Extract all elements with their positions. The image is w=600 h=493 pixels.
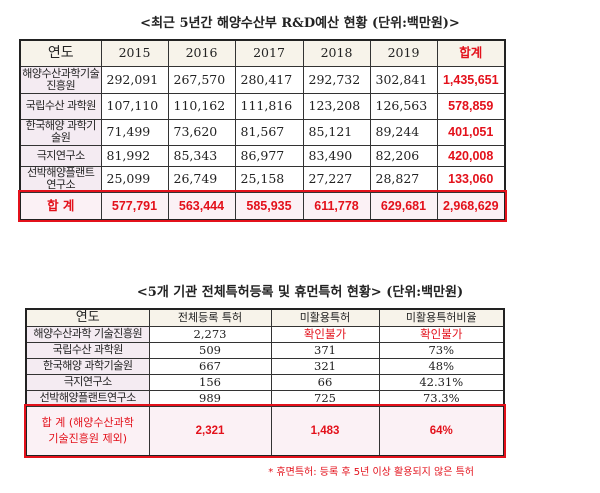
value-cell: 509	[148, 341, 272, 359]
table-row: 한국해양 과학기술원 667 321 48%	[25, 357, 505, 375]
value-cell: 292,732	[302, 65, 371, 94]
value-cell: 25,158	[234, 165, 304, 193]
value-cell: 48%	[378, 357, 505, 375]
table-row: 선박해양플랜트 연구소 25,099 26,749 25,158 27,227 28,82…	[19, 165, 506, 193]
header-cell: 미활용특허비율	[378, 308, 505, 327]
total-cell: 563,444	[167, 191, 236, 221]
total-cell: 585,935	[234, 191, 304, 221]
total-cell: 611,778	[302, 191, 371, 221]
total-cell: 629,681	[369, 191, 438, 221]
table-row: 해양수산과학기술 진흥원 292,091 267,570 280,417 292,732…	[19, 65, 506, 94]
total-cell: 1,483	[270, 405, 380, 457]
total-label: 합 계 (해양수산과학 기술진흥원 제외)	[25, 405, 150, 457]
header-cell: 연도	[25, 308, 150, 327]
total-label: 합 계	[19, 191, 102, 221]
value-cell: 89,244	[369, 118, 438, 146]
footnote: * 휴면특허: 등록 후 5년 이상 활용되지 않은 특허	[268, 467, 474, 478]
header-cell: 2017	[234, 39, 304, 67]
header-cell: 2016	[167, 39, 236, 67]
total-cell: 2,321	[148, 405, 272, 457]
value-cell: 81,992	[100, 144, 169, 167]
row-total-cell: 133,060	[436, 165, 506, 193]
row-total-cell: 420,008	[436, 144, 506, 167]
value-cell: 83,490	[302, 144, 371, 167]
header-cell: 2018	[302, 39, 371, 67]
value-cell: 2,273	[148, 325, 272, 343]
org-name-cell: 국립수산 과학원	[19, 92, 102, 120]
org-name-cell: 극지연구소	[19, 144, 102, 167]
value-cell: 25,099	[100, 165, 169, 193]
header-cell: 2015	[100, 39, 169, 67]
value-cell: 371	[270, 341, 380, 359]
value-cell: 123,208	[302, 92, 371, 120]
value-cell: 280,417	[234, 65, 304, 94]
value-cell: 81,567	[234, 118, 304, 146]
value-cell: 110,162	[167, 92, 236, 120]
header-row: 연도 2015 2016 2017 2018 2019 합계	[19, 39, 506, 67]
table2-title: <5개 기관 전체특허등록 및 휴먼특허 현황> (단위:백만원)	[136, 285, 464, 300]
patent-table: 연도 전체등록 특허 미활용특허 미활용특허비율 해양수산과학 기술진흥원 2,2…	[24, 308, 506, 458]
org-name-cell: 해양수산과학 기술진흥원	[25, 325, 150, 343]
table-row: 국립수산 과학원 107,110 110,162 111,816 123,208 126,…	[19, 92, 506, 120]
rd-budget-table: 연도 2015 2016 2017 2018 2019 합계 해양수산과학기술 …	[18, 39, 507, 222]
value-cell: 27,227	[302, 165, 371, 193]
header-cell: 전체등록 특허	[148, 308, 272, 327]
header-cell: 합계	[436, 39, 506, 67]
row-total-cell: 1,435,651	[436, 65, 506, 94]
value-cell: 667	[148, 357, 272, 375]
table-row: 국립수산 과학원 509 371 73%	[25, 341, 505, 359]
value-cell: 302,841	[369, 65, 438, 94]
value-cell: 26,749	[167, 165, 236, 193]
total-row: 합 계 577,791 563,444 585,935 611,778 629,681 2,…	[18, 190, 507, 222]
value-cell: 107,110	[100, 92, 169, 120]
value-cell: 111,816	[234, 92, 304, 120]
value-cell: 73.3%	[378, 389, 505, 407]
value-cell: 267,570	[167, 65, 236, 94]
table-row: 극지연구소 156 66 42.31%	[25, 373, 505, 391]
value-cell: 73%	[378, 341, 505, 359]
table1-title: <최근 5년간 해양수산부 R&D예산 현황 (단위:백만원)>	[140, 16, 460, 31]
value-cell: 292,091	[100, 65, 169, 94]
table-row: 극지연구소 81,992 85,343 86,977 83,490 82,206 420,0…	[19, 144, 506, 167]
total-cell: 577,791	[100, 191, 169, 221]
org-name-cell: 극지연구소	[25, 373, 150, 391]
header-cell: 2019	[369, 39, 438, 67]
value-cell: 66	[270, 373, 380, 391]
total-row: 합 계 (해양수산과학 기술진흥원 제외) 2,321 1,483 64%	[24, 404, 506, 458]
grand-total-cell: 2,968,629	[436, 191, 506, 221]
value-cell: 989	[148, 389, 272, 407]
row-total-cell: 401,051	[436, 118, 506, 146]
value-cell: 86,977	[234, 144, 304, 167]
org-name-cell: 선박해양플랜트연구소	[25, 389, 150, 407]
value-cell: 42.31%	[378, 373, 505, 391]
org-name-cell: 국립수산 과학원	[25, 341, 150, 359]
header-row: 연도 전체등록 특허 미활용특허 미활용특허비율	[25, 308, 505, 327]
value-cell: 확인불가	[270, 325, 380, 343]
value-cell: 71,499	[100, 118, 169, 146]
value-cell: 85,121	[302, 118, 371, 146]
value-cell: 725	[270, 389, 380, 407]
table-row: 한국해양 과학기술원 71,499 73,620 81,567 85,121 89,244…	[19, 118, 506, 146]
org-name-cell: 한국해양 과학기술원	[25, 357, 150, 375]
value-cell: 73,620	[167, 118, 236, 146]
value-cell: 156	[148, 373, 272, 391]
org-name-cell: 한국해양 과학기술원	[19, 118, 102, 146]
table-row: 해양수산과학 기술진흥원 2,273 확인불가 확인불가	[25, 325, 505, 343]
org-name-cell: 선박해양플랜트 연구소	[19, 165, 102, 193]
value-cell: 82,206	[369, 144, 438, 167]
value-cell: 126,563	[369, 92, 438, 120]
value-cell: 85,343	[167, 144, 236, 167]
org-name-cell: 해양수산과학기술 진흥원	[19, 65, 102, 94]
value-cell: 28,827	[369, 165, 438, 193]
row-total-cell: 578,859	[436, 92, 506, 120]
value-cell: 확인불가	[378, 325, 505, 343]
header-cell: 미활용특허	[270, 308, 380, 327]
value-cell: 321	[270, 357, 380, 375]
header-cell: 연도	[19, 39, 102, 67]
table-row: 선박해양플랜트연구소 989 725 73.3%	[25, 389, 505, 407]
total-cell: 64%	[378, 405, 505, 457]
